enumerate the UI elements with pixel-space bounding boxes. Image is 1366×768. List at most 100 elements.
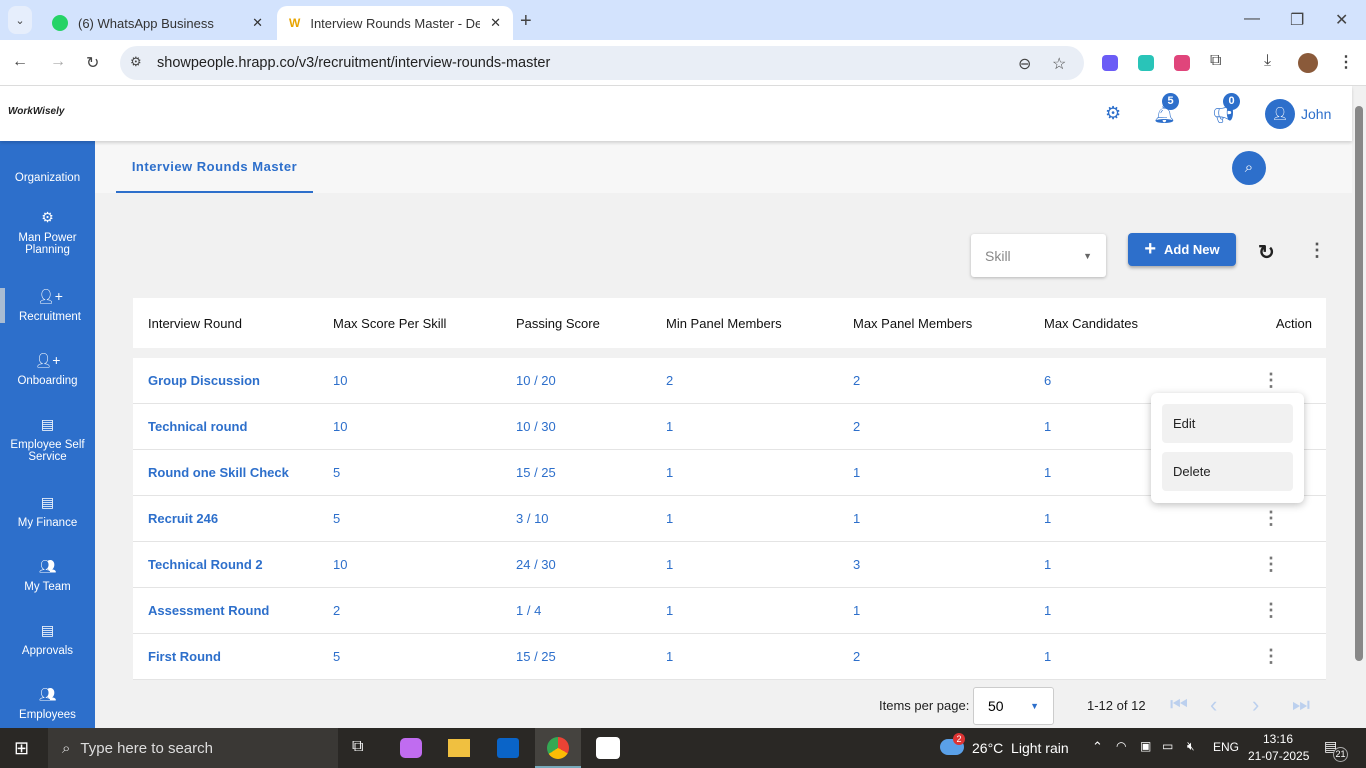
sidebar-item-my-finance[interactable]: ▤ My Finance <box>0 494 95 529</box>
next-page-icon[interactable]: › <box>1252 692 1260 717</box>
close-window-icon[interactable]: ✕ <box>1335 12 1349 29</box>
round-name-cell[interactable]: Group Discussion <box>148 373 260 388</box>
new-tab-icon[interactable]: + <box>520 10 532 32</box>
col-max-panel[interactable]: Max Panel Members <box>853 315 973 331</box>
round-name-cell[interactable]: Technical Round 2 <box>148 557 263 572</box>
close-tab-icon[interactable]: ✕ <box>490 15 501 30</box>
edit-menu-item[interactable]: Edit <box>1162 404 1293 443</box>
more-options-icon[interactable]: ⋮ <box>1308 240 1326 260</box>
table-row[interactable]: Recruit 246 5 3 / 10 1 1 1 ⋮ <box>133 496 1326 542</box>
zoom-icon[interactable]: ⊖ <box>1018 56 1032 73</box>
user-name[interactable]: John <box>1301 106 1332 122</box>
sidebar-item-my-team[interactable]: 👥︎ My Team <box>0 558 95 593</box>
row-actions-kebab-icon[interactable]: ⋮ <box>1262 508 1280 528</box>
scrollbar-thumb[interactable] <box>1355 106 1363 661</box>
back-icon[interactable]: ← <box>12 53 28 70</box>
sidebar-item-onboarding[interactable]: 👤︎+ Onboarding <box>0 352 95 387</box>
max-score-cell: 10 <box>333 557 348 572</box>
task-view-icon[interactable]: ⧉ <box>352 738 364 755</box>
max-candidates-cell: 1 <box>1044 419 1052 434</box>
download-icon[interactable]: ⤓ <box>1264 52 1272 69</box>
settings-gears-icon[interactable]: ⚙ <box>1105 103 1122 123</box>
round-name-cell[interactable]: Recruit 246 <box>148 511 219 526</box>
address-bar[interactable]: ⚙ showpeople.hrapp.co/v3/recruitment/int… <box>120 46 1084 80</box>
minimize-icon[interactable]: — <box>1244 10 1260 27</box>
tray-chevron-icon[interactable]: ⌃ <box>1092 739 1103 754</box>
battery-icon[interactable]: ▭ <box>1162 739 1174 753</box>
table-row[interactable]: Round one Skill Check 5 15 / 25 1 1 1 <box>133 450 1326 496</box>
round-name-cell[interactable]: First Round <box>148 649 221 664</box>
min-panel-cell: 1 <box>666 465 674 480</box>
tab-interview-rounds-master[interactable]: Interview Rounds Master <box>116 141 313 193</box>
clock-date[interactable]: 21-07-2025 <box>1248 749 1310 763</box>
clock-time[interactable]: 13:16 <box>1263 732 1294 746</box>
extension-camera-icon[interactable] <box>1138 55 1154 71</box>
extensions-puzzle-icon[interactable]: ⧉ <box>1210 52 1222 69</box>
round-name-cell[interactable]: Round one Skill Check <box>148 465 289 480</box>
app-icon[interactable] <box>596 737 620 759</box>
user-avatar-icon[interactable]: 👤︎ <box>1265 99 1295 129</box>
sidebar-item-recruitment[interactable]: 👤︎+ Recruitment <box>0 288 95 323</box>
col-max-candidates[interactable]: Max Candidates <box>1044 315 1138 331</box>
skill-select[interactable]: Skill ▼ <box>971 234 1106 277</box>
windows-start-icon[interactable]: ⊞ <box>14 738 30 758</box>
col-min-panel[interactable]: Min Panel Members <box>666 315 782 331</box>
copilot-icon[interactable] <box>400 738 422 758</box>
sidebar-item-label: My Team <box>24 581 71 593</box>
page-scrollbar[interactable] <box>1352 86 1366 728</box>
sidebar-item-label: Recruitment <box>19 311 81 323</box>
outlook-icon[interactable] <box>497 738 519 758</box>
file-explorer-icon[interactable] <box>448 739 470 757</box>
camera-icon[interactable]: ▣ <box>1140 739 1152 753</box>
row-actions-kebab-icon[interactable]: ⋮ <box>1262 370 1280 390</box>
delete-menu-item[interactable]: Delete <box>1162 452 1293 491</box>
reload-icon[interactable]: ↻ <box>86 55 100 72</box>
wifi-icon[interactable]: ◠ <box>1116 739 1127 753</box>
round-name-cell[interactable]: Assessment Round <box>148 603 270 618</box>
taskbar-search[interactable]: ⌕ Type here to search <box>48 728 338 768</box>
sidebar-item-man-power-planning[interactable]: ⚙ Man Power Planning <box>0 209 95 256</box>
dropdown-arrow-icon: ▼ <box>1030 701 1039 711</box>
tab-interview-rounds[interactable]: W Interview Rounds Master - Dem ✕ <box>277 6 513 40</box>
chrome-taskbar-button[interactable] <box>535 728 581 768</box>
min-panel-cell: 2 <box>666 373 674 388</box>
extension-icon[interactable] <box>1102 55 1118 71</box>
search-icon[interactable]: ⌕ <box>1232 151 1266 185</box>
min-panel-cell: 1 <box>666 419 674 434</box>
tab-whatsapp[interactable]: (6) WhatsApp Business ✕ <box>40 6 275 40</box>
refresh-icon[interactable]: ↻ <box>1258 242 1275 264</box>
volume-muted-icon[interactable]: 🔇︎ <box>1187 739 1195 753</box>
tab-search-chevron-icon[interactable]: ⌄ <box>8 6 32 34</box>
browser-menu-icon[interactable]: ⋮ <box>1338 54 1354 71</box>
forward-icon[interactable]: → <box>50 53 66 70</box>
col-max-score[interactable]: Max Score Per Skill <box>333 315 447 331</box>
col-passing-score[interactable]: Passing Score <box>516 315 600 331</box>
language-indicator[interactable]: ENG <box>1213 740 1240 754</box>
weather-text[interactable]: 26°C Light rain <box>972 740 1069 756</box>
restore-icon[interactable]: ❐ <box>1290 12 1305 29</box>
table-row[interactable]: Group Discussion 10 10 / 20 2 2 6 ⋮ <box>133 358 1326 404</box>
sidebar-item-employees[interactable]: 👥︎ Employees <box>0 686 95 721</box>
last-page-icon[interactable]: ⏭ <box>1292 694 1310 716</box>
extension-record-icon[interactable] <box>1174 55 1190 71</box>
bookmark-star-icon[interactable]: ☆ <box>1052 56 1067 73</box>
site-info-icon[interactable]: ⚙ <box>130 54 142 69</box>
close-tab-icon[interactable]: ✕ <box>252 15 263 30</box>
row-actions-kebab-icon[interactable]: ⋮ <box>1262 600 1280 620</box>
round-name-cell[interactable]: Technical round <box>148 419 248 434</box>
sidebar-item-approvals[interactable]: ▤ Approvals <box>0 622 95 657</box>
col-interview-round[interactable]: Interview Round <box>148 315 242 331</box>
table-row[interactable]: Technical round 10 10 / 30 1 2 1 <box>133 404 1326 450</box>
profile-avatar[interactable] <box>1298 53 1318 73</box>
row-actions-kebab-icon[interactable]: ⋮ <box>1262 554 1280 574</box>
table-row[interactable]: Assessment Round 2 1 / 4 1 1 1 ⋮ <box>133 588 1326 634</box>
table-row[interactable]: Technical Round 2 10 24 / 30 1 3 1 ⋮ <box>133 542 1326 588</box>
table-row[interactable]: First Round 5 15 / 25 1 2 1 ⋮ <box>133 634 1326 680</box>
first-page-icon[interactable]: ⏮ <box>1170 694 1188 716</box>
sidebar-item-employee-self-service[interactable]: ▤ Employee Self Service <box>0 416 95 463</box>
row-actions-kebab-icon[interactable]: ⋮ <box>1262 646 1280 666</box>
add-new-button[interactable]: + Add New <box>1128 233 1236 266</box>
prev-page-icon[interactable]: ‹ <box>1210 692 1218 717</box>
items-per-page-select[interactable]: 50 ▼ <box>973 687 1054 725</box>
sidebar-item-organization[interactable]: Organization <box>0 172 95 184</box>
